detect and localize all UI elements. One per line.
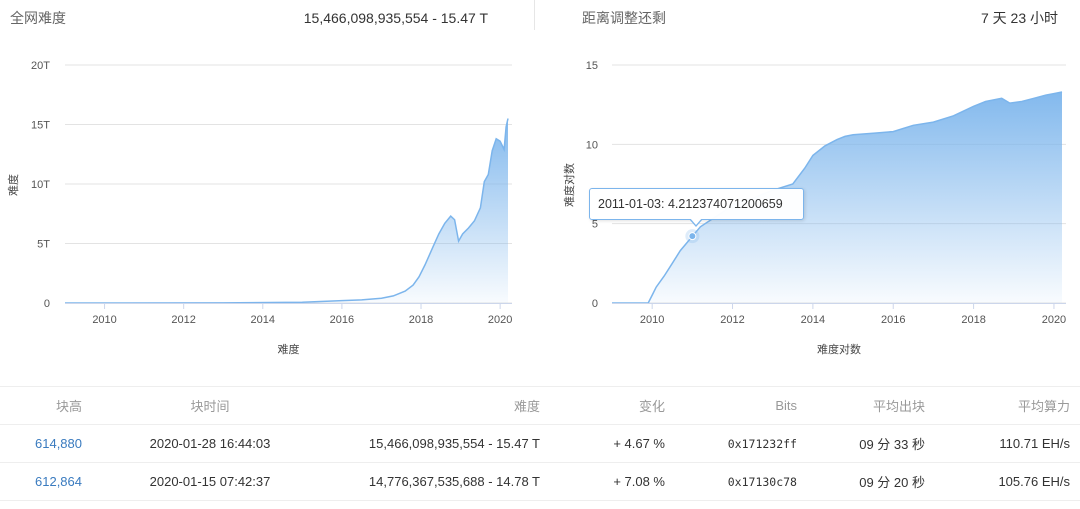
col-change: 变化	[550, 386, 675, 425]
y-tick-label: 10	[586, 139, 598, 151]
y-tick-label: 10T	[31, 179, 50, 191]
y-tick-label: 0	[592, 298, 598, 310]
x-tick-label: 2018	[961, 314, 985, 326]
row-avg-block: 09 分 33 秒	[807, 424, 935, 463]
col-bits: Bits	[675, 386, 807, 425]
x-tick-label: 2018	[409, 314, 433, 326]
difficulty-value: 15,466,098,935,554 - 15.47 T	[303, 10, 488, 26]
col-difficulty: 难度	[328, 386, 550, 425]
x-tick-label: 2014	[801, 314, 825, 326]
row-bits: 0x171232ff	[675, 424, 807, 463]
x-tick-label: 2012	[171, 314, 195, 326]
x-tick-label: 2016	[881, 314, 905, 326]
x-tick-label: 2010	[640, 314, 664, 326]
table-header-row: 块高 块时间 难度 变化 Bits 平均出块 平均算力	[0, 386, 1080, 425]
chart-tooltip: 2011-01-03: 4.212374071200659	[589, 188, 804, 220]
y-axis-title: 难度对数	[562, 163, 576, 207]
x-tick-label: 2010	[92, 314, 116, 326]
row-height-cell: 614,880	[0, 424, 92, 463]
row-difficulty: 14,776,367,535,688 - 14.78 T	[328, 462, 550, 501]
row-avg-block: 09 分 20 秒	[807, 462, 935, 501]
x-tick-label: 2016	[330, 314, 354, 326]
row-time: 2020-01-15 07:42:37	[92, 462, 328, 501]
row-time: 2020-01-28 16:44:03	[92, 424, 328, 463]
row-hashrate: 110.71 EH/s	[935, 424, 1080, 463]
series-line	[64, 118, 509, 304]
col-hashrate: 平均算力	[935, 386, 1080, 425]
hover-point[interactable]	[688, 232, 697, 241]
row-change: + 7.08 %	[550, 462, 675, 501]
block-height-link[interactable]: 612,864	[35, 474, 82, 489]
adjustment-header: 距离调整还剩 7 天 23 小时	[582, 0, 1058, 36]
block-height-link[interactable]: 614,880	[35, 436, 82, 451]
col-time: 块时间	[92, 386, 328, 425]
y-tick-label: 15	[586, 60, 598, 72]
y-tick-label: 0	[44, 298, 50, 310]
difficulty-table: 块高 块时间 难度 变化 Bits 平均出块 平均算力 614,880 2020…	[0, 386, 1080, 501]
x-axis-title: 难度对数	[817, 342, 861, 356]
adjustment-value: 7 天 23 小时	[980, 10, 1058, 26]
table-row: 612,864 2020-01-15 07:42:37 14,776,367,5…	[0, 462, 1080, 501]
row-bits: 0x17130c78	[675, 462, 807, 501]
x-tick-label: 2020	[1042, 314, 1066, 326]
series-area	[65, 118, 508, 303]
y-tick-label: 5	[592, 219, 598, 231]
header-divider	[534, 0, 535, 30]
row-change: + 4.67 %	[550, 424, 675, 463]
difficulty-header: 全网难度 15,466,098,935,554 - 15.47 T	[10, 0, 488, 36]
col-avg-block: 平均出块	[807, 386, 935, 425]
row-height-cell: 612,864	[0, 462, 92, 501]
y-tick-label: 15T	[31, 120, 50, 132]
y-tick-label: 5T	[37, 239, 50, 251]
x-tick-label: 2012	[720, 314, 744, 326]
difficulty-label: 全网难度	[10, 10, 66, 26]
series-area	[612, 92, 1062, 303]
tooltip-arrow-inner	[690, 218, 702, 225]
row-difficulty: 15,466,098,935,554 - 15.47 T	[328, 424, 550, 463]
y-axis-title: 难度	[6, 174, 20, 196]
y-tick-label: 20T	[31, 60, 50, 72]
x-axis-title: 难度	[278, 342, 300, 356]
table-row: 614,880 2020-01-28 16:44:03 15,466,098,9…	[0, 424, 1080, 463]
x-tick-label: 2014	[251, 314, 275, 326]
series-line	[612, 91, 1063, 304]
adjustment-label: 距离调整还剩	[582, 10, 666, 26]
x-tick-label: 2020	[488, 314, 512, 326]
col-height: 块高	[0, 386, 92, 425]
row-hashrate: 105.76 EH/s	[935, 462, 1080, 501]
